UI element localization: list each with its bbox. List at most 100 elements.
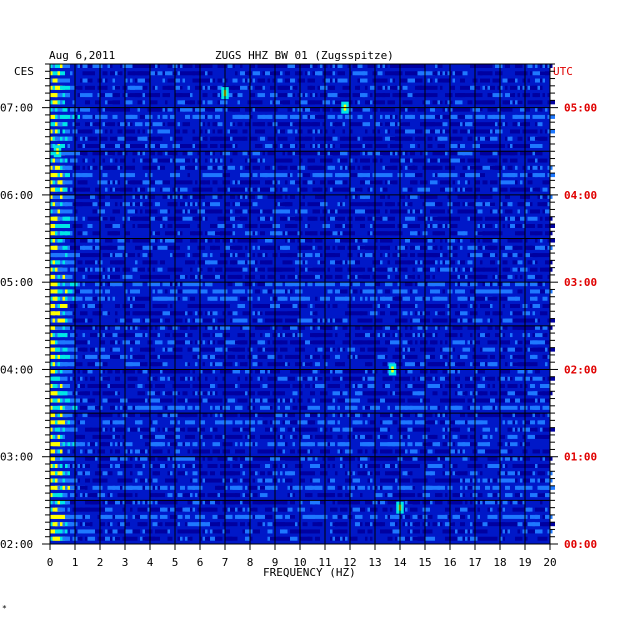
heatmap-cell [320,231,323,236]
heatmap-cell [225,333,230,338]
heatmap-cell [267,209,270,214]
heatmap-cell [52,274,55,279]
heatmap-cell [122,405,130,410]
heatmap-cell [437,478,440,483]
heatmap-cell [300,427,308,432]
heatmap-cell [362,384,368,388]
heatmap-cell [535,362,538,367]
heatmap-cell [500,536,503,541]
heatmap-cell [60,325,63,330]
heatmap-cell [427,398,430,403]
heatmap-cell [202,514,205,519]
heatmap-cell [290,493,293,498]
heatmap-cell [75,442,83,447]
heatmap-cell [55,216,58,221]
heatmap-cell [70,456,75,461]
heatmap-cell [70,529,75,534]
heatmap-cell [145,485,148,490]
heatmap-cell [392,442,400,447]
heatmap-cell [250,224,258,228]
heatmap-cell [337,420,340,425]
heatmap-cell [345,471,348,476]
heatmap-cell [300,456,303,461]
heatmap-cell [492,405,495,410]
heatmap-cell [487,296,493,301]
heatmap-cell [62,289,65,294]
heatmap-cell [235,456,238,461]
heatmap-cell [87,536,95,541]
heatmap-cell [227,434,233,439]
heatmap-cell [50,420,53,425]
heatmap-cell [167,274,170,279]
heatmap-cell [67,274,73,279]
heatmap-cell [392,325,398,330]
heatmap-cell [332,442,335,447]
heatmap-cell [110,260,113,265]
heatmap-cell [285,464,288,468]
heatmap-cell [527,398,535,403]
heatmap-cell [517,347,520,352]
heatmap-cell [517,529,520,534]
heatmap-cell [435,493,438,498]
heatmap-cell [227,362,233,367]
heatmap-cell [267,478,270,483]
heatmap-cell [167,398,173,403]
heatmap-cell [365,245,373,250]
heatmap-cell [185,471,188,476]
heatmap-cell [90,194,95,199]
heatmap-cell [50,471,53,476]
heatmap-cell [197,245,205,250]
heatmap-cell [210,500,218,505]
heatmap-cell [540,340,545,345]
heatmap-cell [312,369,318,374]
heatmap-cell [432,442,435,447]
heatmap-cell [75,194,83,199]
heatmap-cell [317,347,323,352]
heatmap-cell [252,478,255,483]
heatmap-cell [102,507,105,512]
heatmap-cell [160,311,163,316]
heatmap-cell [407,427,413,432]
heatmap-cell [265,464,270,468]
heatmap-cell [310,362,313,367]
heatmap-cell [310,304,313,308]
heatmap-cell [412,238,420,243]
heatmap-cell [355,311,363,316]
heatmap-cell [265,354,268,359]
heatmap-cell [127,304,130,308]
heatmap-cell [402,427,405,432]
heatmap-cell [210,253,213,258]
heatmap-cell [360,391,363,396]
heatmap-cell [80,253,83,258]
heatmap-cell [192,464,195,468]
heatmap-cell [362,376,365,381]
heatmap-cell [455,282,458,287]
heatmap-cell [230,420,233,425]
heatmap-cell [415,478,420,483]
heatmap-cell [535,296,538,301]
heatmap-cell [540,427,543,432]
heatmap-cell [455,216,460,221]
heatmap-cell [372,333,375,338]
heatmap-cell [185,325,188,330]
heatmap-cell [322,398,330,403]
heatmap-cell [195,289,198,294]
heatmap-cell [260,325,268,330]
heatmap-cell [142,304,145,308]
heatmap-cell [357,209,360,214]
heatmap-cell [102,376,105,381]
heatmap-cell [365,500,368,505]
heatmap-cell [457,325,460,330]
heatmap-cell [195,347,200,352]
heatmap-cell [350,369,358,374]
heatmap-cell [430,514,433,519]
heatmap-cell [545,209,550,214]
heatmap-cell [542,354,550,359]
heatmap-cell [140,296,145,301]
heatmap-cell [90,442,95,447]
heatmap-cell [465,500,468,505]
heatmap-cell [380,456,388,461]
heatmap-cell [147,536,150,541]
heatmap-cell [385,325,390,330]
heatmap-cell [180,202,185,207]
